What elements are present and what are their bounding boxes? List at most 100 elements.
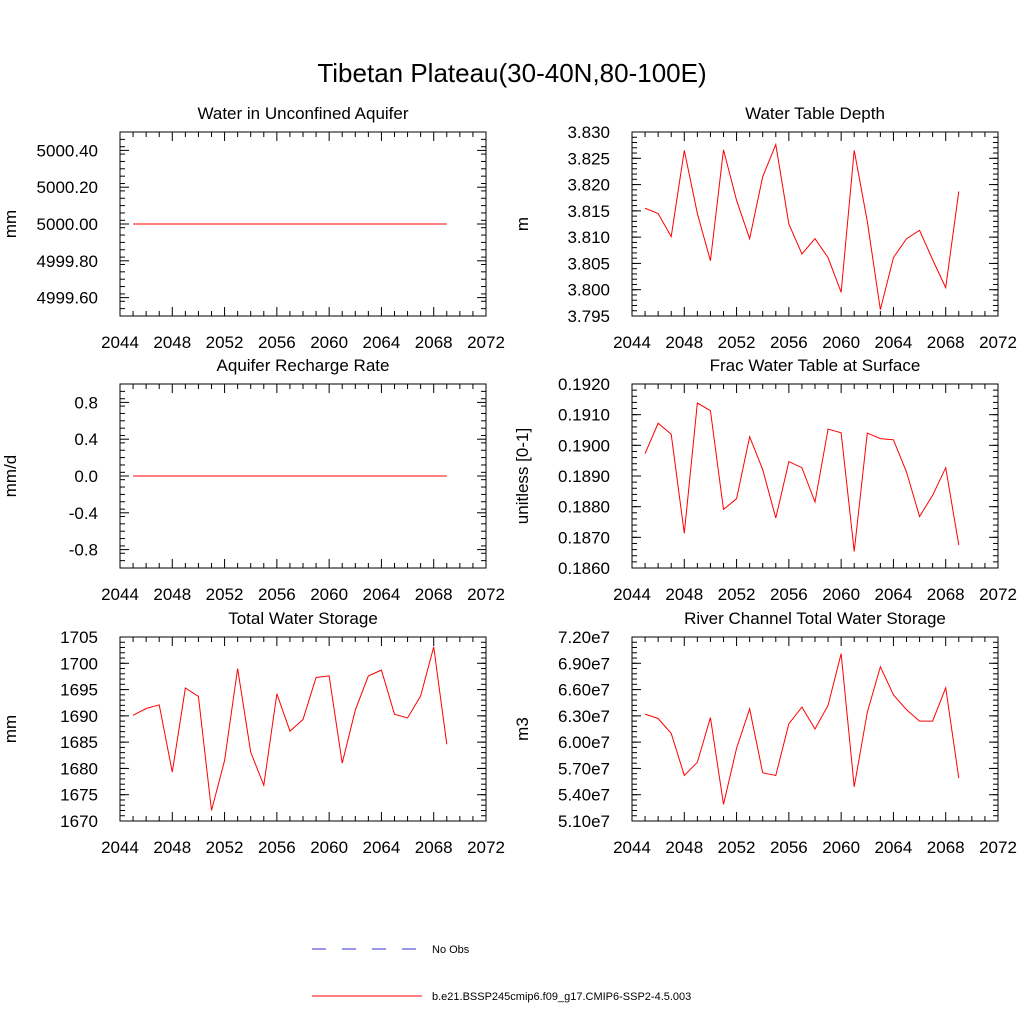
data-point-2051	[723, 509, 724, 510]
data-point-2050	[710, 260, 711, 261]
data-point-2064	[893, 694, 894, 695]
data-point-2050	[198, 224, 199, 225]
data-point-2068	[433, 224, 434, 225]
x-tick-label: 2060	[310, 585, 348, 604]
data-point-2051	[723, 149, 724, 150]
data-point-2067	[420, 476, 421, 477]
data-point-2052	[736, 200, 737, 201]
data-point-2048	[684, 150, 685, 151]
data-point-2060	[329, 476, 330, 477]
x-tick-label: 2072	[979, 838, 1017, 857]
data-point-2063	[880, 309, 881, 310]
data-point-2060	[841, 292, 842, 293]
data-point-2055	[263, 785, 264, 786]
y-tick-label: 1695	[60, 681, 98, 700]
y-tick-label: 1705	[60, 628, 98, 647]
y-tick-label: 4999.60	[37, 289, 98, 308]
x-tick-label: 2048	[665, 585, 703, 604]
data-point-2053	[749, 238, 750, 239]
data-point-2057	[289, 731, 290, 732]
panel-4: Frac Water Table at Surface unitless [0-1…	[513, 356, 1017, 604]
data-point-2062	[867, 712, 868, 713]
data-point-2051	[211, 810, 212, 811]
panel-title: Frac Water Table at Surface	[710, 356, 921, 375]
x-tick-label: 2064	[875, 333, 913, 352]
x-tick-label: 2060	[822, 838, 860, 857]
data-point-2065	[906, 472, 907, 473]
x-tick-label: 2044	[101, 585, 139, 604]
data-point-2063	[368, 675, 369, 676]
data-point-2064	[893, 439, 894, 440]
data-point-2045	[645, 453, 646, 454]
y-tick-label: 3.800	[567, 281, 610, 300]
data-point-2048	[172, 476, 173, 477]
panel-1: Water in Unconfined Aquifer mm 2044 2048 205…	[1, 104, 505, 352]
data-point-2060	[329, 224, 330, 225]
plot-frame	[631, 383, 999, 569]
data-point-2067	[932, 495, 933, 496]
data-point-2047	[159, 224, 160, 225]
data-point-2068	[945, 287, 946, 288]
data-point-2068	[433, 476, 434, 477]
x-tick-label: 2064	[363, 838, 401, 857]
data-point-2053	[749, 708, 750, 709]
data-point-2056	[276, 476, 277, 477]
x-tick-label: 2048	[153, 838, 191, 857]
y-tick-label: 6.60e7	[558, 681, 610, 700]
data-point-2059	[828, 705, 829, 706]
x-tick-label: 2056	[770, 838, 808, 857]
data-point-2049	[185, 224, 186, 225]
y-tick-label: 7.20e7	[558, 628, 610, 647]
data-point-2045	[645, 714, 646, 715]
data-point-2058	[815, 238, 816, 239]
y-tick-label: 3.795	[567, 307, 610, 326]
x-tick-label: 2056	[770, 333, 808, 352]
panel-3: Aquifer Recharge Rate mm/d 2044 2048 2052 205…	[1, 356, 505, 604]
data-point-2058	[303, 224, 304, 225]
panel-title: Aquifer Recharge Rate	[217, 356, 390, 375]
x-tick-label: 2072	[979, 585, 1017, 604]
x-tick-label: 2052	[206, 333, 244, 352]
legend-label-obs: No Obs	[432, 944, 470, 956]
data-point-2066	[919, 516, 920, 517]
x-tick-label: 2056	[258, 585, 296, 604]
y-tick-label: 1700	[60, 654, 98, 673]
x-tick-label: 2044	[101, 838, 139, 857]
y-tick-label: 3.830	[567, 123, 610, 142]
data-point-2068	[945, 687, 946, 688]
data-point-2059	[316, 476, 317, 477]
data-point-2066	[919, 721, 920, 722]
data-point-2057	[801, 253, 802, 254]
data-point-2052	[736, 748, 737, 749]
data-point-2057	[289, 476, 290, 477]
panel-title: River Channel Total Water Storage	[684, 609, 946, 628]
data-point-2065	[906, 709, 907, 710]
data-point-2049	[697, 403, 698, 404]
data-point-2067	[420, 224, 421, 225]
data-point-2059	[828, 429, 829, 430]
x-tick-label: 2068	[927, 838, 965, 857]
data-point-2062	[355, 476, 356, 477]
panels: Water in Unconfined Aquifer mm 2044 2048 205…	[1, 104, 1017, 857]
data-point-2061	[854, 150, 855, 151]
x-tick-label: 2064	[363, 333, 401, 352]
data-point-2060	[841, 653, 842, 654]
data-point-2056	[788, 723, 789, 724]
x-tick-label: 2044	[613, 838, 651, 857]
x-tick-label: 2068	[415, 838, 453, 857]
data-point-2061	[854, 551, 855, 552]
y-tick-label: 5.10e7	[558, 812, 610, 831]
panel-2: Water Table Depth m 2044 2048 2052 2056 2060 20…	[513, 104, 1017, 352]
data-point-2061	[342, 224, 343, 225]
data-point-2057	[801, 707, 802, 708]
data-point-2059	[316, 677, 317, 678]
x-tick-label: 2072	[467, 585, 505, 604]
data-point-2069	[958, 778, 959, 779]
data-point-2052	[224, 476, 225, 477]
y-tick-label: 0.1880	[558, 498, 610, 517]
y-tick-label: 6.90e7	[558, 654, 610, 673]
data-point-2055	[775, 144, 776, 145]
y-tick-label: 5000.40	[37, 141, 98, 160]
data-point-2056	[276, 224, 277, 225]
